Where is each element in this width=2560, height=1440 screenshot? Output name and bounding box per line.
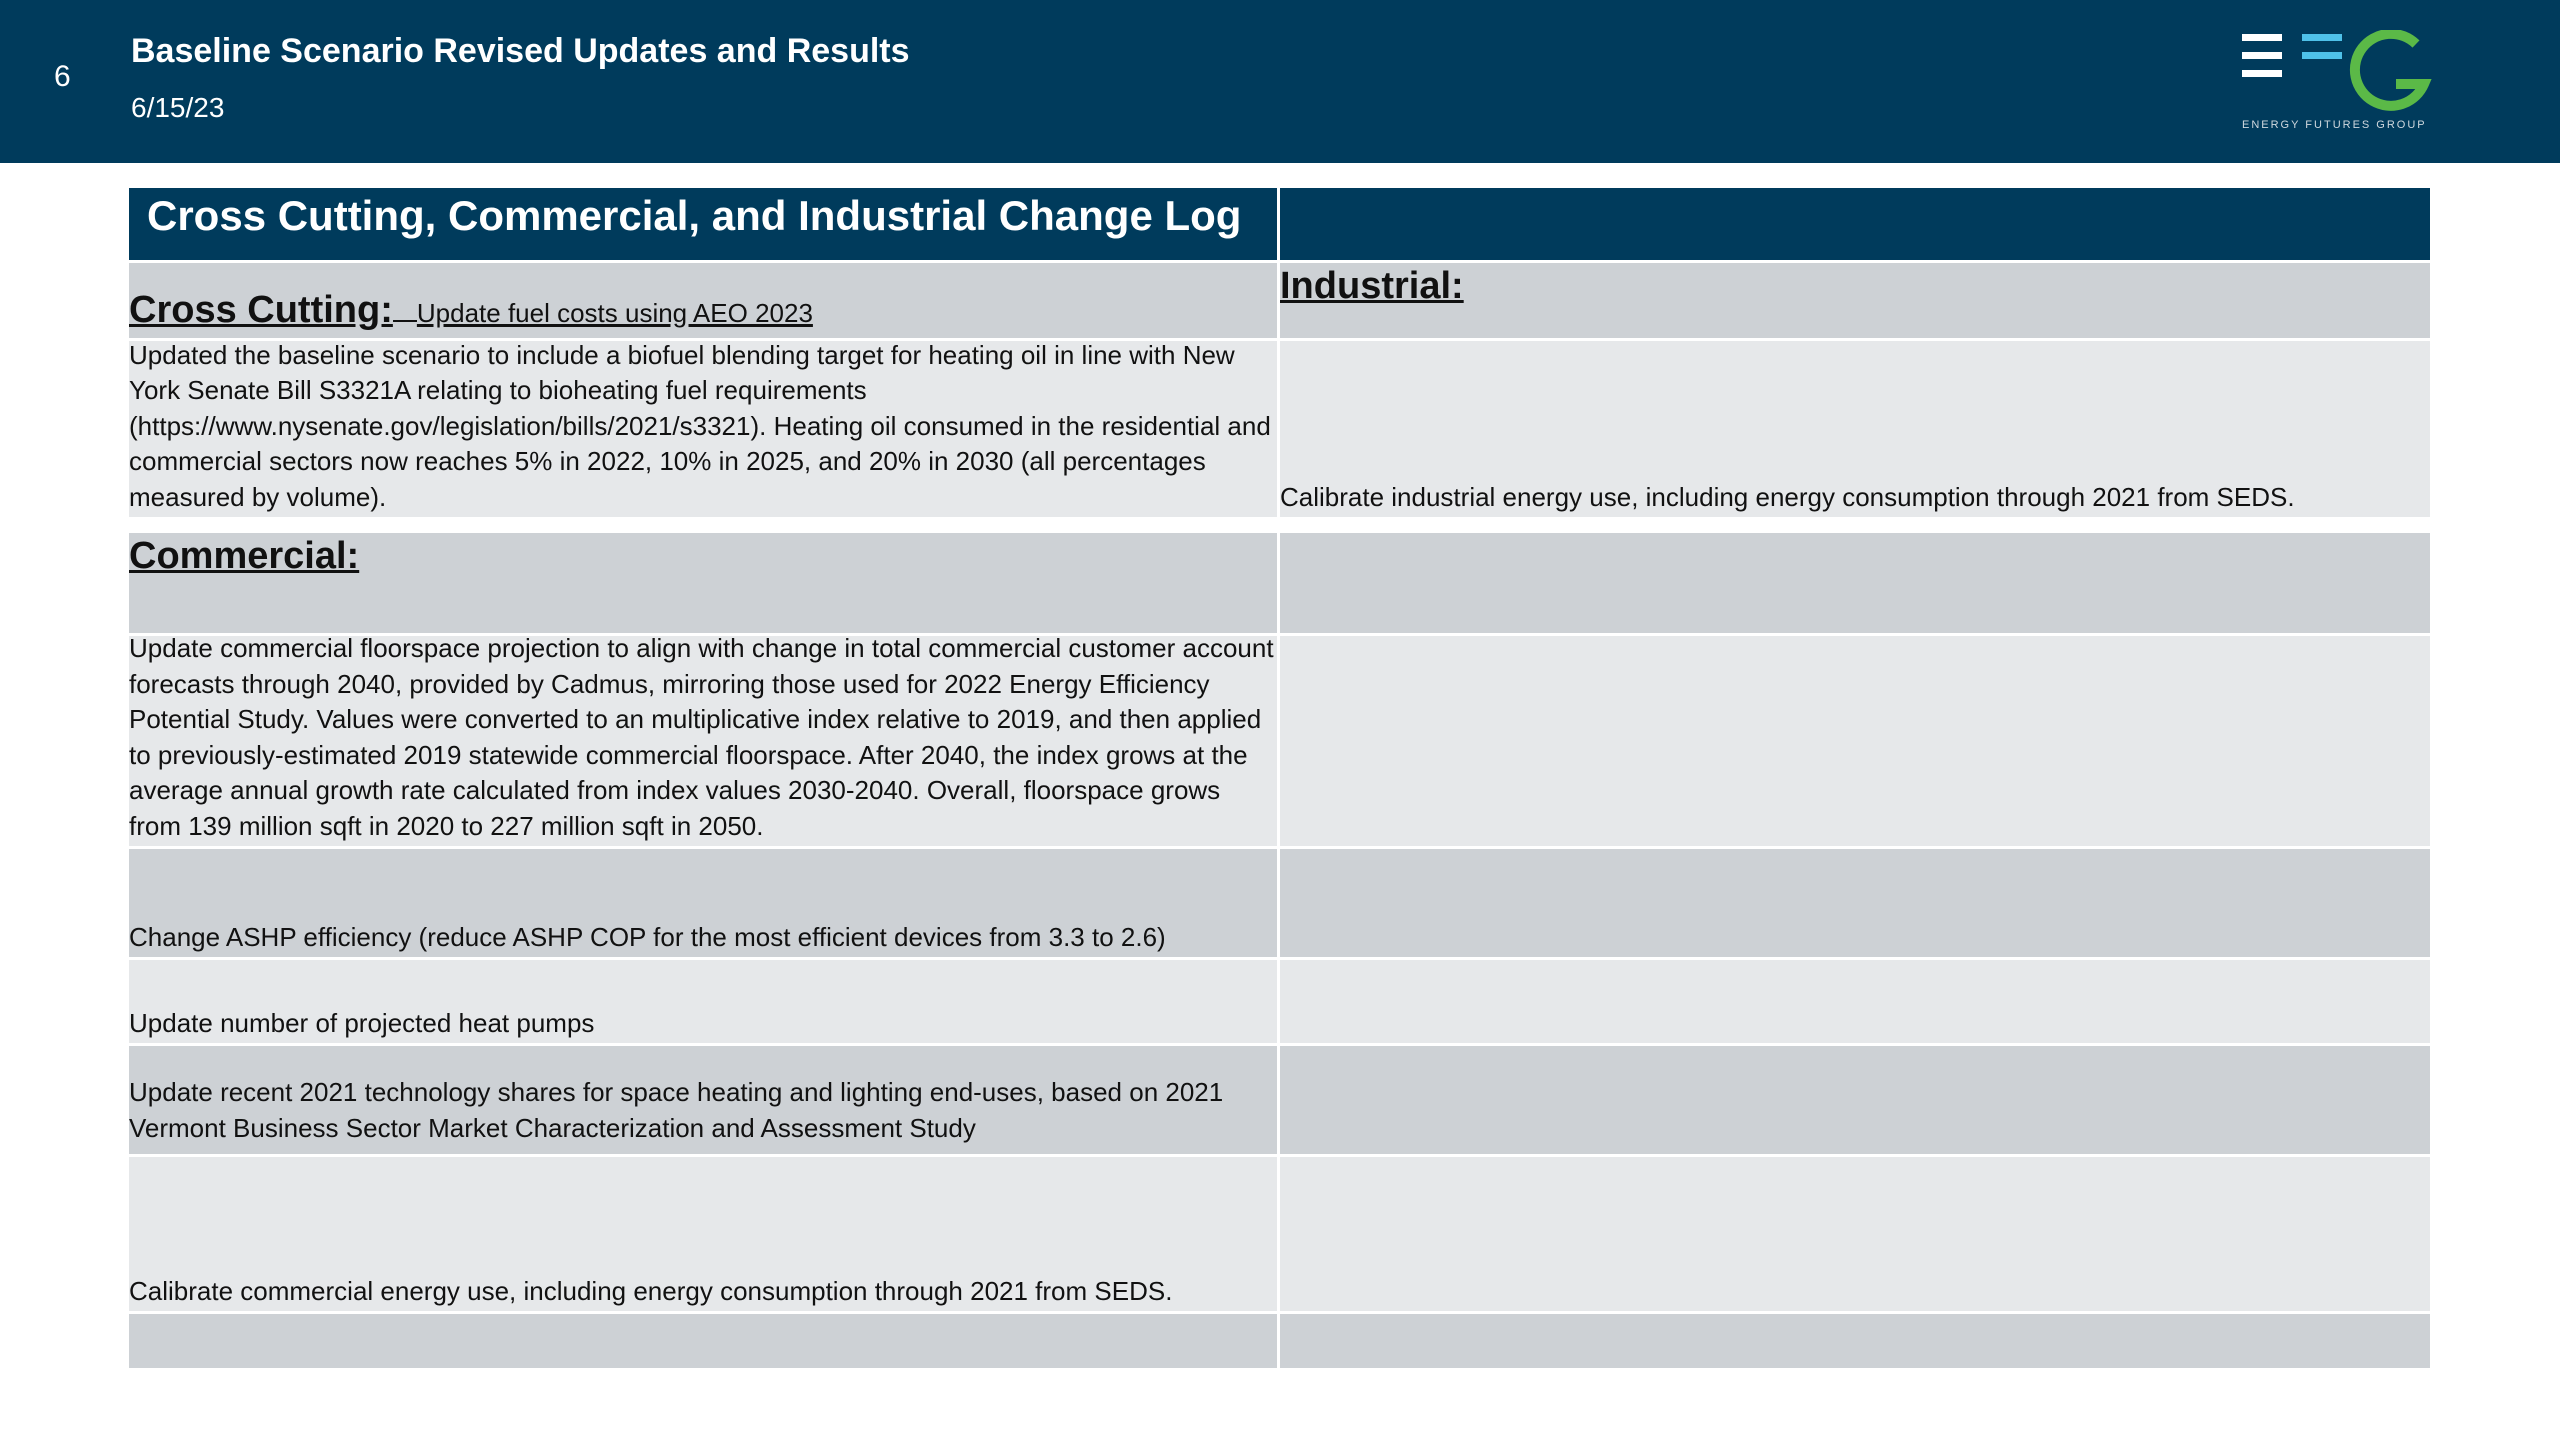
logo-text: ENERGY FUTURES GROUP <box>2242 119 2427 131</box>
table-row: Calibrate commercial energy use, includi… <box>129 1157 2430 1311</box>
blank-cell <box>1280 636 2430 846</box>
commercial-item: Change ASHP efficiency (reduce ASHP COP … <box>129 849 1277 957</box>
table-title-blank-cell <box>1280 188 2430 260</box>
blank-cell <box>1280 533 2430 633</box>
blank-cell <box>1280 1046 2430 1154</box>
commercial-item: Calibrate commercial energy use, includi… <box>129 1157 1277 1311</box>
blank-cell <box>1280 960 2430 1043</box>
industrial-item: Calibrate industrial energy use, includi… <box>1280 341 2430 517</box>
table-title-row: Cross Cutting, Commercial, and Industria… <box>129 188 2430 260</box>
blank-cell <box>1280 849 2430 957</box>
cross-cutting-heading: Cross Cutting: Update fuel costs using AE… <box>129 289 813 331</box>
commercial-heading: Commercial: <box>129 535 360 577</box>
table-row: Cross Cutting: Update fuel costs using AE… <box>129 263 2430 338</box>
industrial-cell: Industrial: <box>1280 263 2430 338</box>
table-row: Commercial: <box>129 533 2430 633</box>
commercial-cell: Commercial: <box>129 533 1277 633</box>
table-row: Change ASHP efficiency (reduce ASHP COP … <box>129 849 2430 957</box>
commercial-item: Update commercial floorspace projection … <box>129 633 1277 846</box>
table-row <box>129 1314 2430 1368</box>
table-title: Cross Cutting, Commercial, and Industria… <box>147 192 1242 239</box>
table-row: Update number of projected heat pumps <box>129 960 2430 1043</box>
slide-title: Baseline Scenario Revised Updates and Re… <box>131 32 910 70</box>
slide-number: 6 <box>54 60 71 93</box>
blank-cell <box>1280 1314 2430 1368</box>
slide-header: 6 Baseline Scenario Revised Updates and … <box>0 0 2560 163</box>
industrial-heading: Industrial: <box>1280 265 1464 307</box>
commercial-item: Update recent 2021 technology shares for… <box>129 1046 1277 1154</box>
commercial-item: Update number of projected heat pumps <box>129 960 1277 1043</box>
blank-cell <box>129 1314 1277 1368</box>
cross-cutting-cell: Cross Cutting: Update fuel costs using AE… <box>129 263 1277 338</box>
table-title-cell: Cross Cutting, Commercial, and Industria… <box>129 188 1277 260</box>
blank-cell <box>1280 1157 2430 1311</box>
cross-cutting-note: Update fuel costs using AEO 2023 <box>416 298 813 328</box>
table-row: Update commercial floorspace projection … <box>129 633 2430 846</box>
efg-logo-icon <box>2242 30 2432 111</box>
slide-date: 6/15/23 <box>131 92 225 123</box>
table-row: Update recent 2021 technology shares for… <box>129 1046 2430 1154</box>
cross-cutting-item: Updated the baseline scenario to include… <box>129 340 1277 517</box>
table-row: Updated the baseline scenario to include… <box>129 340 2430 517</box>
